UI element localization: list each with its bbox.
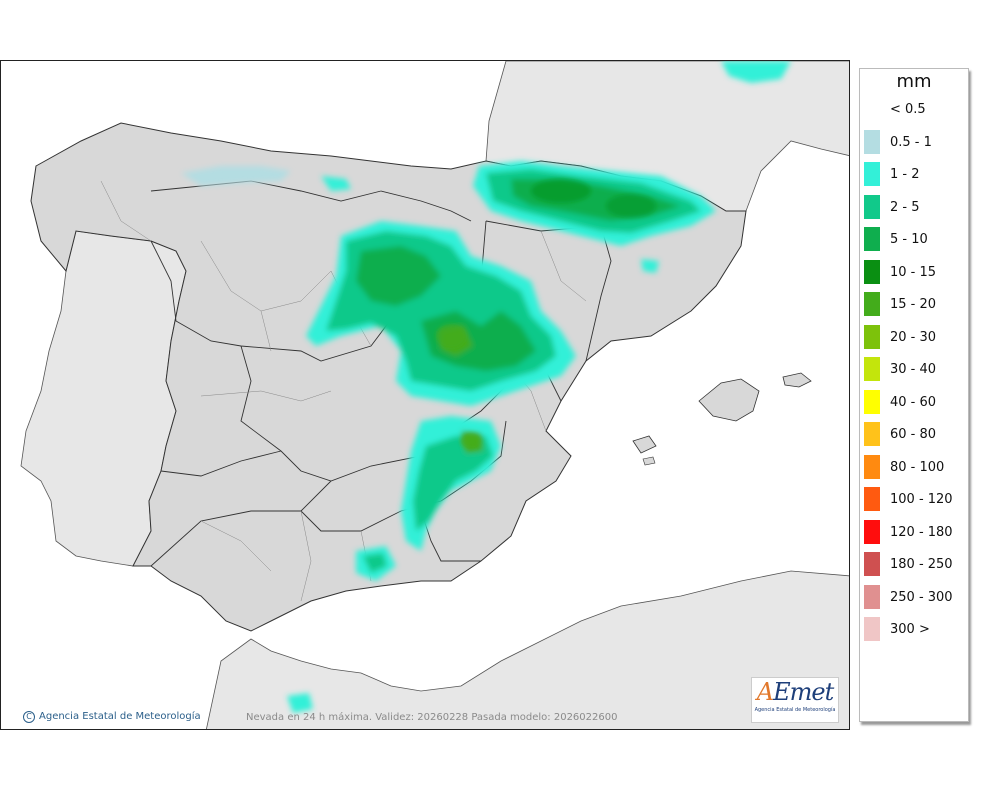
legend-item: 2 - 5: [864, 194, 964, 219]
legend-swatch: [864, 584, 880, 609]
logo-letter-a: A: [756, 678, 774, 706]
legend-label: 5 - 10: [890, 232, 928, 247]
legend-item: 60 - 80: [864, 422, 964, 446]
legend-item: 30 - 40: [864, 357, 964, 381]
formentera: [642, 456, 656, 466]
legend-label: 40 - 60: [890, 394, 937, 410]
legend-swatch: [864, 259, 880, 284]
legend-panel: mm < 0.5 0.5 - 1 1 - 2 2 - 5 5 - 10 10 - 15 15…: [859, 68, 969, 722]
spain-mainland: [30, 122, 747, 632]
legend-label: 0.5 - 1: [890, 134, 932, 150]
legend-item: 300 >: [864, 617, 964, 641]
legend-swatch: [864, 194, 880, 219]
legend-item: 80 - 100: [864, 454, 964, 479]
legend-item: 250 - 300: [864, 584, 964, 609]
legend-unit: mm: [896, 71, 932, 92]
legend-item: 1 - 2: [864, 162, 964, 186]
legend-label: 1 - 2: [890, 167, 920, 182]
legend-label: 15 - 20: [890, 297, 937, 312]
snow-cores: [436, 179, 656, 449]
snow-cantabrica: [181, 166, 291, 186]
legend-swatch: [864, 292, 880, 316]
legend-swatch: [864, 324, 880, 349]
map-caption: Nevada en 24 h máxima. Validez: 20260228…: [246, 712, 618, 723]
africa-land: [206, 570, 849, 729]
legend-swatch: [864, 389, 880, 414]
legend-item: 180 - 250: [864, 552, 964, 576]
legend-label: 100 - 120: [890, 492, 953, 507]
mallorca: [698, 378, 760, 422]
legend-swatch: [864, 129, 880, 154]
legend-swatch: [864, 97, 880, 121]
legend-swatch: [864, 422, 880, 446]
legend-item: 40 - 60: [864, 389, 964, 414]
legend-item: 10 - 15: [864, 259, 964, 284]
legend-item: < 0.5: [864, 97, 964, 121]
legend-item: 120 - 180: [864, 519, 964, 544]
legend-label: 250 - 300: [890, 589, 953, 605]
legend-label: 10 - 15: [890, 264, 937, 280]
legend-label: 120 - 180: [890, 524, 953, 540]
legend-swatch: [864, 552, 880, 576]
map-panel[interactable]: C Agencia Estatal de Meteorología Nevada …: [0, 60, 850, 730]
legend-label: 30 - 40: [890, 362, 937, 377]
legend-item: 100 - 120: [864, 487, 964, 511]
legend-label: 300 >: [890, 622, 930, 637]
legend-swatch: [864, 519, 880, 544]
legend-item: 0.5 - 1: [864, 129, 964, 154]
menorca: [782, 372, 812, 388]
legend-item: 5 - 10: [864, 227, 964, 251]
legend-swatch: [864, 357, 880, 381]
logo-letters-rest: Emet: [773, 678, 834, 706]
legend-swatch: [864, 162, 880, 186]
legend-label: 20 - 30: [890, 329, 937, 345]
legend-label: < 0.5: [890, 102, 926, 117]
aemet-logo-subtitle: Agencia Estatal de Meteorología: [754, 707, 836, 713]
legend-item: 20 - 30: [864, 324, 964, 349]
snowfall-map[interactable]: [1, 61, 850, 730]
legend-swatch: [864, 487, 880, 511]
legend-swatch: [864, 227, 880, 251]
aemet-logo-word: AEmet: [752, 678, 838, 706]
copyright-icon: C: [23, 711, 35, 723]
legend-label: 180 - 250: [890, 557, 953, 572]
agency-credit: C Agencia Estatal de Meteorología: [23, 711, 201, 723]
agency-credit-text: Agencia Estatal de Meteorología: [39, 711, 201, 722]
legend-label: 60 - 80: [890, 427, 937, 442]
region-borders: [150, 180, 612, 567]
legend-label: 2 - 5: [890, 199, 920, 215]
legend-swatch: [864, 617, 880, 641]
legend-swatch: [864, 454, 880, 479]
aemet-logo: AEmet Agencia Estatal de Meteorología: [751, 677, 839, 723]
legend-item: 15 - 20: [864, 292, 964, 316]
legend-label: 80 - 100: [890, 459, 945, 475]
ibiza: [632, 435, 657, 454]
